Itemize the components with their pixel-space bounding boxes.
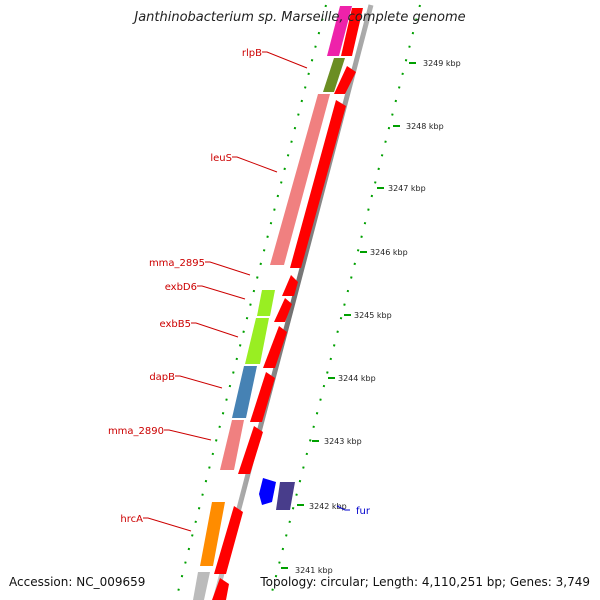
scale-labels: 3249 kbp 3248 kbp 3247 kbp 3246 kbp 3245… [295, 59, 461, 575]
scale-label: 3249 kbp [423, 59, 461, 68]
gene-arrow-blue[interactable] [259, 478, 276, 505]
gene-labels: rlpB leuS mma_2895 exbD6 exbB5 dapB mma_… [108, 48, 371, 525]
gene-box-hrcA[interactable] [200, 502, 225, 566]
gene-arrow[interactable] [250, 372, 275, 422]
gene-label-rlpB[interactable]: rlpB [242, 48, 262, 59]
gene-box-leuS[interactable] [270, 94, 330, 265]
gene-label-hrcA[interactable]: hrcA [120, 514, 143, 525]
scale-ticks [281, 62, 416, 569]
gene-arrow[interactable] [274, 298, 292, 322]
gene-arrow[interactable] [263, 326, 287, 368]
gene-label-exbB5[interactable]: exbB5 [160, 319, 191, 330]
gene-label-mma_2890[interactable]: mma_2890 [108, 426, 164, 437]
scale-label: 3243 kbp [324, 437, 362, 446]
scale-label: 3241 kbp [295, 566, 333, 575]
gene-leader-lines [143, 51, 350, 532]
gene-arrow[interactable] [212, 578, 229, 600]
chromosome-backbone [212, 4, 374, 600]
gene-box-mma_2890[interactable] [220, 420, 244, 470]
gene-arrow[interactable] [341, 8, 363, 56]
gene-label-exbD6[interactable]: exbD6 [165, 282, 197, 293]
gene-arrow[interactable] [238, 426, 263, 474]
topology-info: Topology: circular; Length: 4,110,251 bp… [260, 575, 590, 589]
gene-arrow[interactable] [282, 275, 298, 296]
scale-label: 3245 kbp [354, 311, 392, 320]
map-title: Janthinobacterium sp. Marseille, complet… [134, 10, 466, 25]
scale-label: 3246 kbp [370, 248, 408, 257]
inner-tick-band [175, 4, 327, 600]
gene-box-exbB5[interactable] [245, 318, 269, 364]
gene-label-mma_2895[interactable]: mma_2895 [149, 258, 205, 269]
scale-label: 3247 kbp [388, 184, 426, 193]
gene-box-rlpB[interactable] [323, 58, 345, 92]
gene-arrow-fur[interactable] [276, 482, 295, 510]
gene-box-exbD6[interactable] [257, 290, 275, 316]
gene-label-dapB[interactable]: dapB [149, 372, 175, 383]
gene-box-dapB[interactable] [232, 366, 257, 418]
scale-label: 3242 kbp [309, 502, 347, 511]
gene-arrow[interactable] [334, 66, 356, 94]
gene-box-magenta[interactable] [327, 6, 352, 56]
scale-label: 3244 kbp [338, 374, 376, 383]
forward-strand-arrows [212, 8, 363, 600]
accession-info: Accession: NC_009659 [9, 575, 146, 589]
gene-box-gray[interactable] [193, 572, 210, 600]
gene-label-leuS[interactable]: leuS [210, 153, 232, 164]
scale-label: 3248 kbp [406, 122, 444, 131]
gene-arrow[interactable] [214, 506, 243, 574]
gene-label-fur[interactable]: fur [356, 506, 371, 517]
reverse-strand-arrows [259, 478, 295, 510]
gene-boxes [193, 6, 352, 600]
gene-arrow[interactable] [290, 100, 346, 268]
